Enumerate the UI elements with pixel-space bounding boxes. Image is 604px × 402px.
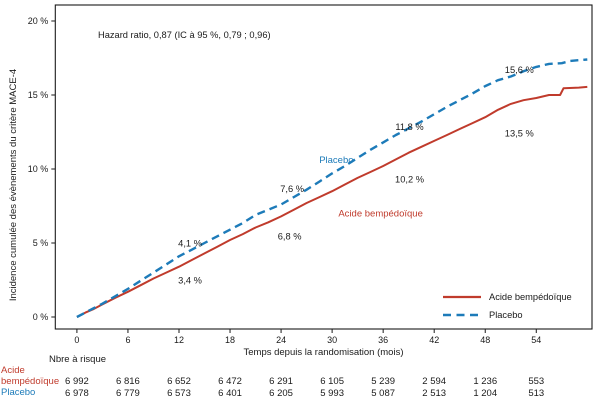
y-tick-label: 15 % (28, 90, 49, 100)
x-tick-label: 54 (531, 335, 541, 345)
hazard-ratio-annotation: Hazard ratio, 0,87 (IC à 95 %, 0,79 ; 0,… (98, 30, 271, 40)
percent-label: 15,6 % (505, 65, 534, 75)
percent-label: 13,5 % (505, 128, 534, 138)
percent-label: 7,6 % (280, 184, 304, 194)
x-tick-label: 48 (480, 335, 490, 345)
risk-value: 6 205 (269, 388, 293, 399)
percent-label: 4,1 % (178, 239, 202, 249)
y-axis-title: Incidence cumulée des évènements du crit… (8, 68, 19, 302)
legend-label: Placebo (489, 310, 523, 320)
risk-row-label: Acide bempédoïque (1, 365, 60, 387)
legend-label: Acide bempédoïque (489, 292, 572, 302)
risk-value: 6 978 (65, 388, 89, 399)
series-inline-label: Placebo (319, 155, 353, 166)
risk-value: 6 401 (218, 388, 242, 399)
risk-value: 2 513 (422, 388, 447, 399)
risk-value: 6 573 (167, 388, 191, 399)
risk-value: 6 291 (269, 376, 293, 387)
risk-value: 5 239 (371, 376, 396, 387)
risk-value: 5 087 (371, 388, 396, 399)
x-tick-label: 0 (74, 335, 79, 345)
risk-value: 6 779 (116, 388, 140, 399)
x-axis-title: Temps depuis la randomisation (mois) (243, 347, 404, 358)
x-tick-label: 42 (429, 335, 439, 345)
risk-table-header: Nbre à risque (49, 354, 107, 365)
x-tick-label: 36 (378, 335, 388, 345)
risk-value: 2 594 (422, 376, 447, 387)
risk-value: 6 105 (320, 376, 344, 387)
plot-border (54, 4, 593, 330)
y-tick-label: 5 % (33, 238, 49, 248)
x-tick-label: 12 (174, 335, 184, 345)
x-tick-label: 6 (125, 335, 130, 345)
curve-placebo (76, 58, 588, 319)
series-inline-label: Acide bempédoïque (338, 208, 423, 219)
percent-label: 10,2 % (395, 174, 424, 184)
x-tick-label: 18 (225, 335, 235, 345)
risk-value: 1 204 (473, 388, 498, 399)
risk-value: 513 (528, 388, 545, 399)
percent-label: 6,8 % (278, 231, 302, 241)
y-tick-label: 0 % (33, 312, 49, 322)
curve-acide-bempedoique (76, 85, 588, 318)
risk-value: 6 472 (218, 376, 242, 387)
risk-value: 6 652 (167, 376, 191, 387)
x-tick-label: 30 (327, 335, 337, 345)
percent-label: 11,8 % (395, 122, 423, 132)
y-tick-label: 20 % (28, 16, 49, 26)
risk-value: 5 993 (320, 388, 344, 399)
risk-value: 1 236 (473, 376, 498, 387)
percent-label: 3,4 % (178, 276, 202, 286)
y-tick-label: 10 % (28, 164, 49, 174)
risk-value: 6 992 (65, 376, 89, 387)
x-tick-label: 24 (276, 335, 286, 345)
risk-row-label: Placebo (1, 387, 36, 398)
risk-value: 553 (528, 376, 545, 387)
risk-value: 6 816 (116, 376, 140, 387)
